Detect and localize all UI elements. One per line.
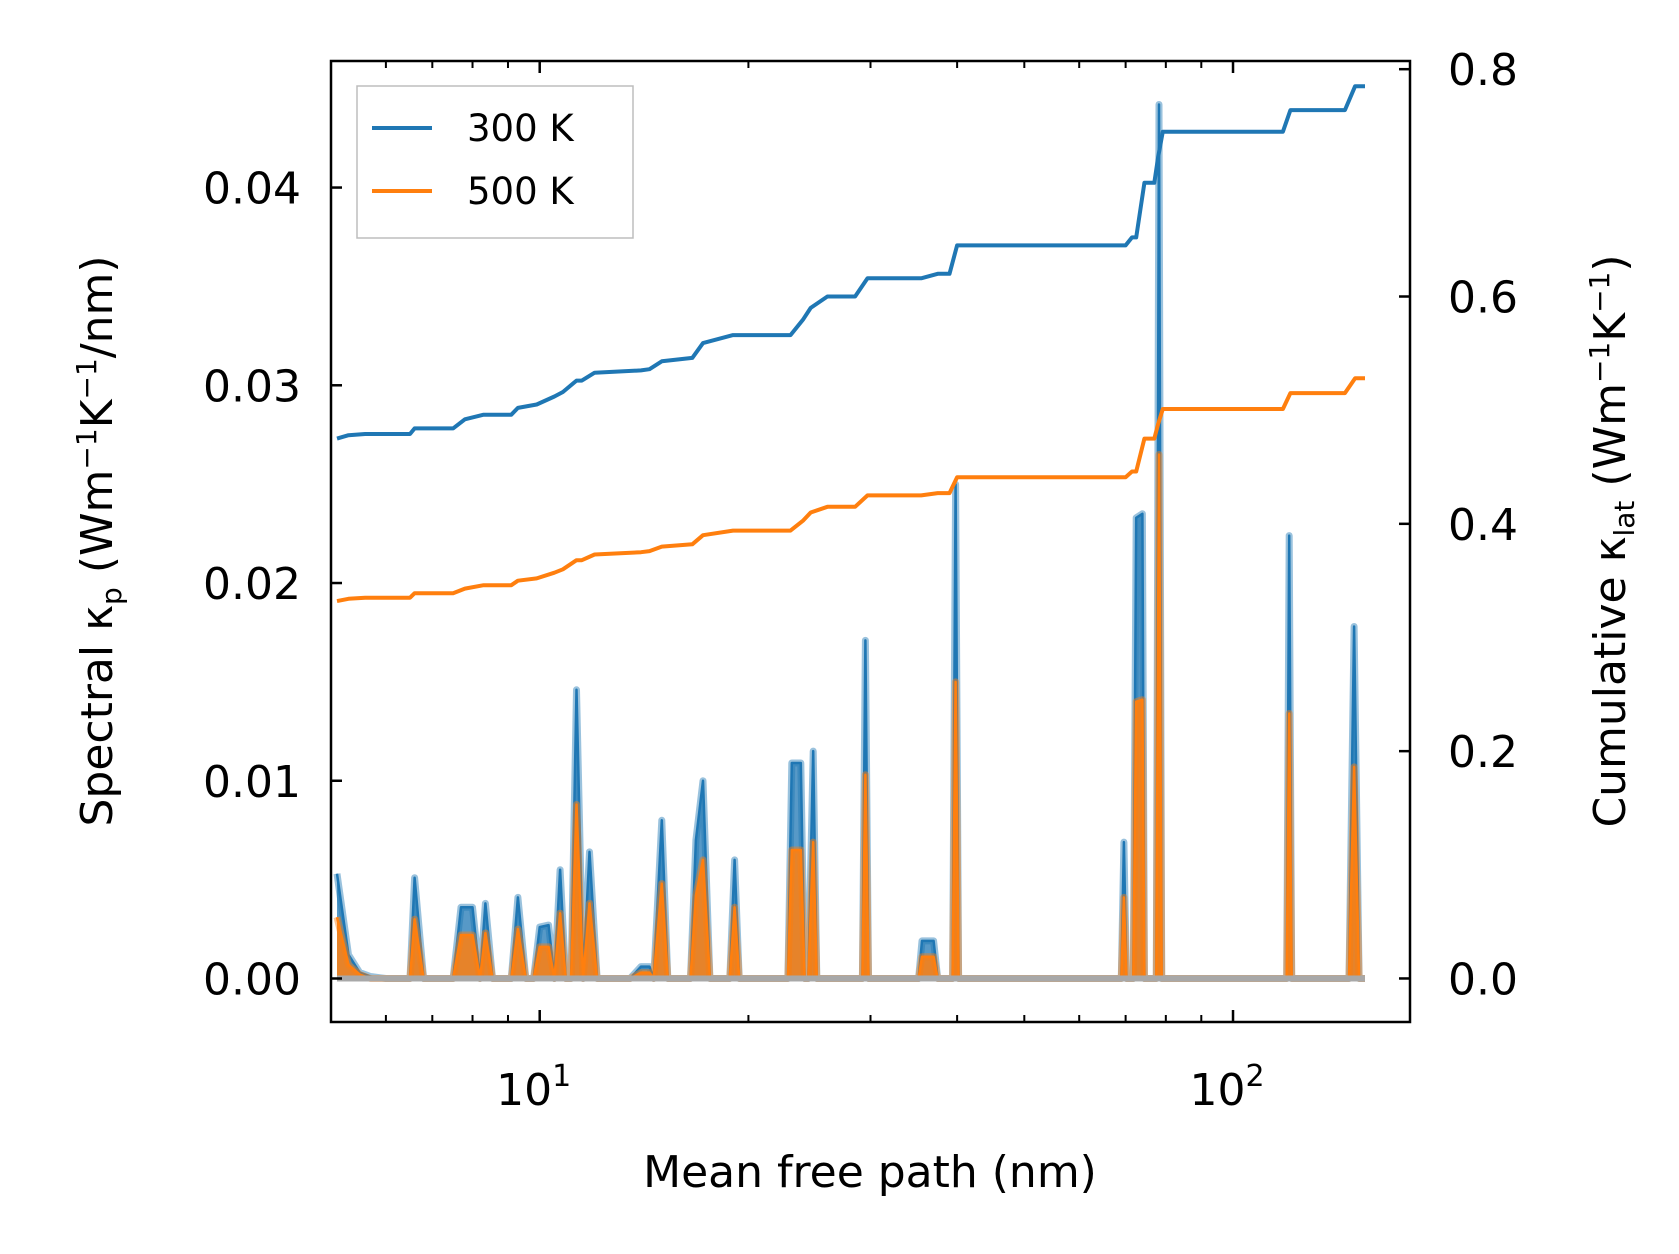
- tick-layer: 0.00 0.01 0.02 0.03 0.04 0.0 0.2 0.4 0.6 0.8 101 10…: [203, 45, 1518, 1116]
- xtick-label: 101: [496, 1059, 571, 1116]
- legend-label-500k: 500 K: [467, 170, 575, 213]
- ytick-left-label: 0.01: [203, 757, 301, 808]
- ytick-right-label: 0.8: [1448, 45, 1518, 96]
- ytick-right-label: 0.4: [1448, 500, 1518, 551]
- ytick-right-label: 0.2: [1448, 727, 1518, 778]
- cumulative-line-500-k: [336, 376, 1365, 604]
- ytick-right-label: 0.6: [1448, 273, 1518, 324]
- cumulative-line-300-k: [336, 84, 1365, 441]
- ytick-left-label: 0.03: [203, 361, 301, 412]
- legend: 300 K 500 K: [356, 85, 634, 239]
- ytick-right-label: 0.0: [1448, 954, 1518, 1005]
- y-axis-title-right: Cumulative κlat (Wm−1K−1): [1583, 254, 1641, 827]
- ytick-left-label: 0.04: [203, 164, 301, 215]
- legend-box: [356, 85, 634, 239]
- legend-label-300k: 300 K: [467, 107, 575, 150]
- ytick-left-label: 0.02: [203, 559, 301, 610]
- ytick-left-label: 0.00: [203, 954, 301, 1005]
- series-layer: [333, 84, 1365, 982]
- xtick-label: 102: [1189, 1059, 1264, 1116]
- x-axis-title: Mean free path (nm): [643, 1147, 1097, 1198]
- y-axis-title-left: Spectral κp (Wm−1K−1/nm): [70, 255, 128, 826]
